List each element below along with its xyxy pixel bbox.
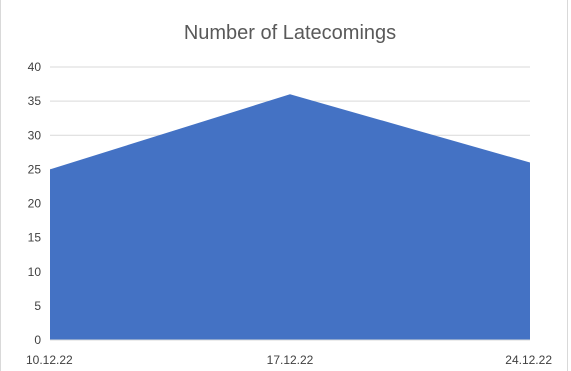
y-tick-label: 40 (28, 60, 42, 74)
area-chart: Number of Latecomings 0 5 10 15 20 25 30 35 40 1… (26, 22, 552, 367)
y-tick-label: 30 (28, 128, 42, 142)
plot-area[interactable] (50, 94, 530, 341)
y-tick-label: 5 (34, 299, 41, 313)
x-tick-label: 10.12.22 (26, 353, 73, 367)
x-axis: 10.12.22 17.12.22 24.12.22 (26, 353, 552, 367)
y-tick-label: 35 (28, 94, 42, 108)
y-tick-label: 10 (28, 265, 42, 279)
y-tick-label: 25 (28, 162, 42, 176)
chart-area[interactable]: Number of Latecomings 0 5 10 15 20 25 30 35 40 1… (4, 0, 567, 371)
sheet-gridline (567, 0, 568, 371)
y-tick-label: 20 (28, 197, 42, 211)
x-tick-label: 17.12.22 (267, 353, 314, 367)
chart-title: Number of Latecomings (184, 22, 396, 44)
x-tick-label: 24.12.22 (505, 353, 552, 367)
y-axis: 0 5 10 15 20 25 30 35 40 (28, 60, 42, 347)
area-series-0[interactable] (50, 94, 530, 340)
y-tick-label: 0 (34, 333, 41, 347)
sheet-gridline (0, 0, 1, 371)
y-tick-label: 15 (28, 231, 42, 245)
